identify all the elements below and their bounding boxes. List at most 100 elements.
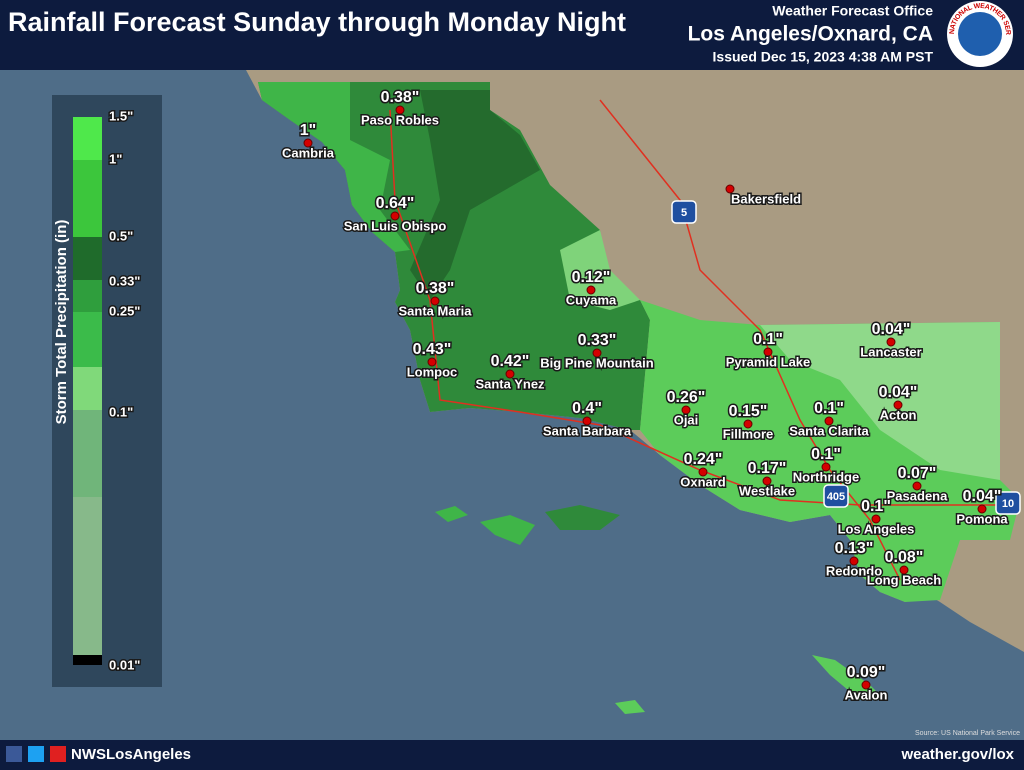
website[interactable]: weather.gov/lox <box>900 746 1014 763</box>
island <box>480 515 535 545</box>
legend-band <box>73 312 102 367</box>
legend-band <box>73 497 102 655</box>
location-name: Pasadena <box>887 488 948 503</box>
location-name: Redondo <box>826 563 882 578</box>
location-dot <box>824 416 834 426</box>
youtube-icon[interactable] <box>50 746 66 762</box>
highway <box>389 109 1020 506</box>
rain-zone-deep <box>410 90 540 300</box>
rain-amount: 0.12" <box>572 269 611 286</box>
legend-panel <box>52 95 162 687</box>
location-dot <box>849 556 859 566</box>
location-name: Avalon <box>845 687 888 702</box>
footer-bar <box>0 740 1024 770</box>
location-dot <box>427 357 437 367</box>
legend-label: 0.01" <box>109 657 140 672</box>
location-dot <box>762 476 772 486</box>
location-name: Westlake <box>739 483 795 498</box>
highway-number: 10 <box>1002 498 1014 510</box>
location-name: Cuyama <box>566 292 617 307</box>
legend-label: 0.1" <box>109 404 133 419</box>
legend-band <box>73 237 102 280</box>
office-name: Los Angeles/Oxnard, CA <box>688 23 933 46</box>
rain-amount: 0.43" <box>413 341 452 358</box>
location-name: San Luis Obispo <box>344 218 447 233</box>
location-name: Santa Ynez <box>475 376 545 391</box>
location-dot <box>743 419 753 429</box>
location-dot <box>871 514 881 524</box>
highway-shield <box>823 484 849 508</box>
rain-amount: 0.26" <box>667 389 706 406</box>
location-dot <box>763 347 773 357</box>
rain-amount: 0.1" <box>861 498 891 515</box>
legend-band <box>73 280 102 312</box>
location-dot <box>303 138 313 148</box>
island <box>435 506 468 522</box>
rain-amount: 0.42" <box>491 353 530 370</box>
location-name: Fillmore <box>723 426 774 441</box>
location-dot <box>698 467 708 477</box>
rain-amount: 0.04" <box>879 384 918 401</box>
location-dot <box>586 285 596 295</box>
legend-label: 1" <box>109 151 122 166</box>
rain-amount: 0.1" <box>753 331 783 348</box>
rain-amount: 0.09" <box>847 664 886 681</box>
location-name: Acton <box>880 407 917 422</box>
rain-amount: 0.64" <box>376 195 415 212</box>
twitter-icon[interactable] <box>28 746 44 762</box>
rain-amount: 0.04" <box>963 488 1002 505</box>
source: Source: US National Park Service <box>915 730 1020 737</box>
highway-number: 5 <box>681 207 687 219</box>
legend-band <box>73 117 102 160</box>
rain-amount: 0.07" <box>898 465 937 482</box>
location-name: Northridge <box>793 469 859 484</box>
location-dot <box>821 462 831 472</box>
rain-amount: 0.1" <box>814 400 844 417</box>
rain-zone-mid <box>258 82 410 252</box>
location-dot <box>893 400 903 410</box>
location-name: Oxnard <box>680 474 726 489</box>
legend-band <box>73 367 102 410</box>
location-dot <box>681 405 691 415</box>
header-bar <box>0 0 1024 70</box>
rain-amount: 0.38" <box>381 89 420 106</box>
legend-label: 0.25" <box>109 303 140 318</box>
location-name: Ojai <box>674 412 699 427</box>
rain-amount: 0.4" <box>572 400 602 417</box>
facebook-icon[interactable] <box>6 746 22 762</box>
legend-label: 0.33" <box>109 273 140 288</box>
location-dot <box>505 369 515 379</box>
legend-title: Storm Total Precipitation (in) <box>53 220 70 425</box>
legend-band <box>73 655 102 665</box>
rain-zone-pale <box>760 322 1000 480</box>
location-name: Bakersfield <box>731 191 801 206</box>
location-dot <box>977 504 987 514</box>
location-dot <box>592 348 602 358</box>
legend-band <box>73 410 102 497</box>
rain-amount: 0.1" <box>811 446 841 463</box>
location-name: Pyramid Lake <box>726 354 811 369</box>
rain-amount: 0.38" <box>416 280 455 297</box>
location-name: Los Angeles <box>838 521 915 536</box>
legend-band <box>73 160 102 237</box>
location-dot <box>912 481 922 491</box>
issued: Issued Dec 15, 2023 4:38 AM PST <box>713 49 934 65</box>
rain-amount: 1" <box>300 122 316 139</box>
location-name: Lompoc <box>407 364 458 379</box>
location-name: Long Beach <box>867 572 941 587</box>
location-name: Pomona <box>956 511 1008 526</box>
location-dot <box>582 416 592 426</box>
location-name: Santa Barbara <box>543 423 632 438</box>
social-handle[interactable]: NWSLosAngeles <box>71 746 191 763</box>
island <box>545 505 620 530</box>
location-name: Paso Robles <box>361 112 439 127</box>
location-dot <box>861 680 871 690</box>
title: Rainfall Forecast Sunday through Monday … <box>8 7 626 37</box>
rain-amount: 0.13" <box>835 540 874 557</box>
location-dot <box>899 565 909 575</box>
rain-amount: 0.33" <box>578 332 617 349</box>
rain-amount: 0.04" <box>872 321 911 338</box>
rain-amount: 0.24" <box>684 451 723 468</box>
location-name: Big Pine Mountain <box>540 355 653 370</box>
